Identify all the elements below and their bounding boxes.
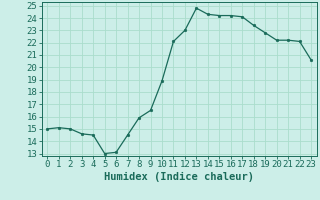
X-axis label: Humidex (Indice chaleur): Humidex (Indice chaleur) xyxy=(104,172,254,182)
